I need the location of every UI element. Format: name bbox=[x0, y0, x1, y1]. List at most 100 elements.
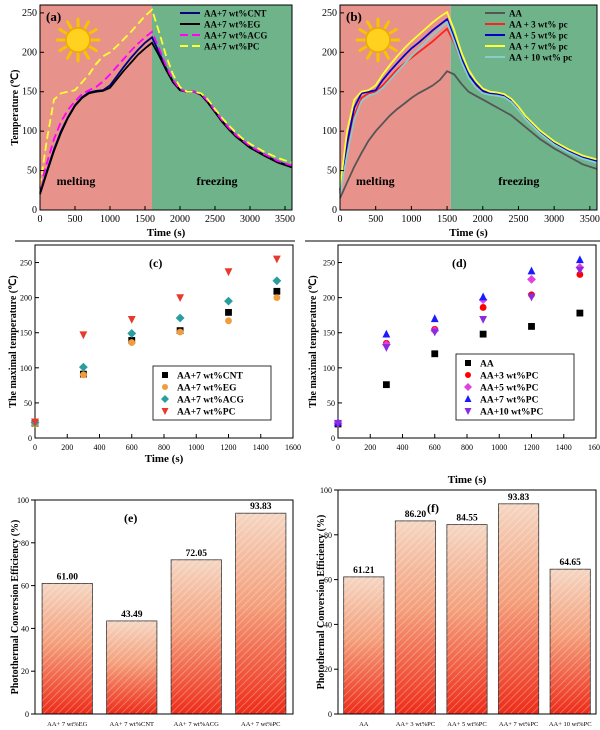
series-line bbox=[339, 17, 598, 191]
x-tick-label: 1000 bbox=[491, 443, 507, 452]
x-tick-label: AA+ 7 wt%ACG bbox=[174, 721, 219, 728]
legend-entry: AA + 10 wt% pc bbox=[509, 53, 572, 63]
data-point bbox=[527, 266, 536, 275]
bar-value-label: 72.05 bbox=[186, 549, 208, 559]
legend-entry: AA + 7 wt% pc bbox=[509, 42, 568, 52]
region-freezing bbox=[450, 5, 597, 210]
y-tick-label: 50 bbox=[27, 166, 37, 177]
x-tick-label: 800 bbox=[158, 443, 170, 452]
x-tick-label: 600 bbox=[429, 443, 441, 452]
x-tick-label: 2000 bbox=[473, 214, 493, 225]
x-tick-label: 0 bbox=[336, 443, 340, 452]
bar-value-label: 93.83 bbox=[250, 502, 272, 512]
series-line bbox=[39, 41, 293, 195]
x-tick-label: AA+ 3 wt%PC bbox=[396, 721, 435, 728]
sun-ray bbox=[88, 28, 98, 35]
y-tick-label: 150 bbox=[22, 87, 37, 98]
x-axis-label: Time (s) bbox=[147, 227, 186, 239]
bar-hatch bbox=[106, 620, 157, 714]
legend-entry: AA+7 wt%ACG bbox=[204, 31, 267, 41]
sun-ray bbox=[58, 45, 68, 52]
data-point bbox=[464, 383, 472, 391]
data-point bbox=[162, 384, 168, 390]
y-tick-label: 0 bbox=[331, 434, 335, 443]
bar-hatch bbox=[498, 503, 539, 714]
data-point bbox=[464, 408, 472, 415]
y-tick-label: 250 bbox=[322, 8, 337, 19]
y-tick-label: 250 bbox=[20, 259, 32, 268]
y-tick-label: 100 bbox=[22, 126, 37, 137]
data-point bbox=[31, 418, 39, 427]
x-tick-label: 1000 bbox=[100, 214, 120, 225]
legend-entry: AA+3 wt%PC bbox=[480, 372, 539, 382]
sun-ray bbox=[358, 28, 368, 35]
y-tick-label: 200 bbox=[322, 47, 337, 58]
legend-entry: AA+7 wt%EG bbox=[204, 20, 260, 30]
bar-value-label: 93.83 bbox=[508, 493, 530, 503]
y-tick-label: 150 bbox=[20, 329, 32, 338]
x-tick-label: AA+ 7 wt%CNT bbox=[110, 721, 154, 728]
sun-ray bbox=[366, 20, 373, 30]
data-point bbox=[479, 330, 487, 338]
x-tick-label: 1600 bbox=[285, 443, 301, 452]
x-tick-label: 500 bbox=[368, 214, 383, 225]
legend-entry: AA+7 wt%EG bbox=[177, 384, 237, 394]
y-tick-label: 200 bbox=[20, 294, 32, 303]
legend-entry: AA+7 wt%PC bbox=[177, 408, 236, 418]
sun-ray bbox=[388, 45, 398, 52]
bar-value-label: 86.20 bbox=[405, 510, 427, 520]
x-tick-label: AA+ 7 wt%PC bbox=[499, 721, 538, 728]
legend-entry: AA+7 wt%PC bbox=[204, 42, 259, 52]
region-label: melting bbox=[57, 174, 96, 188]
x-tick-label: 1400 bbox=[253, 443, 269, 452]
legend-entry: AA+7 wt%CNT bbox=[177, 372, 244, 382]
x-tick-label: AA+ 5 wt%PC bbox=[447, 721, 486, 728]
data-point bbox=[576, 309, 584, 317]
data-point bbox=[176, 294, 185, 303]
y-tick-label: 100 bbox=[322, 126, 337, 137]
x-tick-label: AA+ 7 wt%EG bbox=[47, 721, 87, 728]
plot-frame bbox=[337, 489, 597, 715]
sun-ray bbox=[388, 28, 398, 35]
region-label: melting bbox=[356, 174, 395, 188]
x-tick-label: 400 bbox=[397, 443, 409, 452]
sun-ray bbox=[83, 50, 90, 60]
sun-ray bbox=[358, 45, 368, 52]
data-point bbox=[431, 350, 439, 358]
plot-frame bbox=[339, 4, 598, 211]
data-point bbox=[479, 315, 488, 324]
y-tick-label: 40 bbox=[21, 624, 29, 633]
y-tick-label: 0 bbox=[32, 205, 37, 216]
legend-entry: AA bbox=[509, 9, 522, 19]
sun-ray bbox=[83, 20, 90, 30]
series-line bbox=[39, 8, 293, 187]
y-tick-label: 150 bbox=[323, 329, 335, 338]
data-point bbox=[465, 372, 471, 378]
data-point bbox=[78, 362, 88, 372]
data-point bbox=[224, 296, 233, 306]
x-tick-label: 1400 bbox=[556, 443, 572, 452]
x-tick-label: 3500 bbox=[275, 214, 295, 225]
data-point bbox=[527, 274, 536, 284]
data-point bbox=[161, 408, 169, 415]
y-tick-label: 100 bbox=[323, 364, 335, 373]
bar-hatch bbox=[171, 559, 222, 714]
legend-entry: AA+7 wt%CNT bbox=[204, 9, 266, 19]
y-tick-label: 50 bbox=[327, 399, 335, 408]
x-tick-label: 1500 bbox=[135, 214, 155, 225]
region-label: freezing bbox=[196, 174, 237, 188]
x-tick-label: 0 bbox=[33, 443, 37, 452]
legend-entry: AA+7 wt%ACG bbox=[177, 396, 245, 406]
x-axis-label: Time (s) bbox=[145, 453, 184, 465]
panel-label: (b) bbox=[346, 9, 362, 24]
panel-label: (c) bbox=[149, 256, 162, 270]
y-axis-label: The maximal temperature (℃) bbox=[308, 275, 319, 407]
x-tick-label: 800 bbox=[461, 443, 473, 452]
data-point bbox=[382, 329, 391, 338]
y-tick-label: 20 bbox=[21, 667, 29, 676]
x-tick-label: 3000 bbox=[240, 214, 260, 225]
panel-c: 0 200 400 600 800 1000 1200 1400 1600 0 50 100 150 20… bbox=[8, 244, 301, 465]
data-point bbox=[128, 339, 136, 346]
y-tick-label: 50 bbox=[327, 166, 337, 177]
